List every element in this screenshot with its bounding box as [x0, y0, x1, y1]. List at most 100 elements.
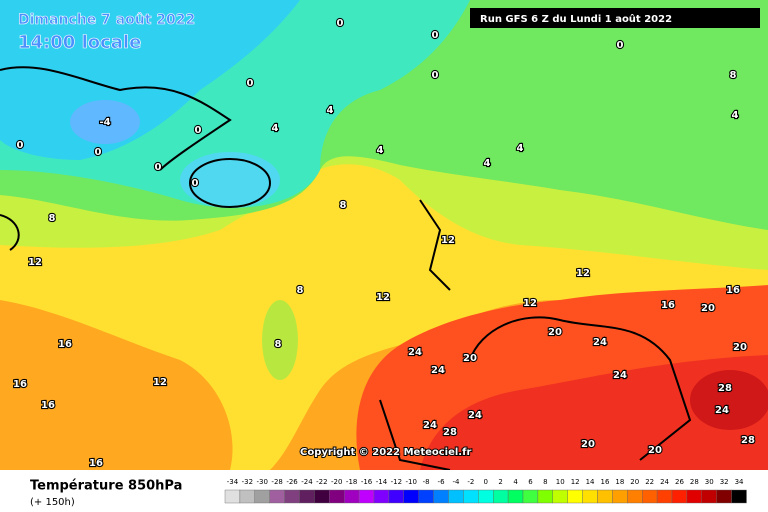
copyright: Copyright © 2022 Meteociel.fr [300, 447, 471, 458]
legend-tick-label: 4 [513, 478, 518, 486]
legend-swatch [493, 489, 509, 504]
contour-label: 0 [432, 30, 439, 41]
legend-tick-label: 18 [615, 478, 624, 486]
contour-labels: -400000000000444444888881212121212121616… [12, 11, 756, 470]
iceland-cold-pool [180, 152, 280, 208]
contour-label: 24 [431, 365, 445, 376]
legend-tick-label: 6 [528, 478, 533, 486]
legend-tick-label: -24 [301, 478, 313, 486]
contour-label: 16 [41, 400, 55, 411]
legend-swatch [642, 489, 658, 504]
legend-tick-label: -2 [467, 478, 474, 486]
lead-time: (+ 150h) [30, 497, 75, 508]
contour-label: 12 [28, 257, 42, 268]
contour-label: 4 [272, 123, 279, 134]
legend-tick-label: -22 [316, 478, 327, 486]
contour-label: 4 [732, 110, 739, 121]
legend-swatch [269, 489, 285, 504]
contour-label: 0 [192, 178, 199, 189]
contour-label: 12 [576, 268, 590, 279]
legend-swatch [567, 489, 583, 504]
contour-label: 24 [468, 410, 482, 421]
legend-tick-label: 20 [630, 478, 639, 486]
contour-label: 0 [17, 140, 24, 151]
contour-label: 16 [13, 379, 27, 390]
legend-tick-label: 24 [660, 478, 669, 486]
legend-tick-label: -34 [227, 478, 239, 486]
contour-label: 20 [548, 327, 562, 338]
legend-tick-label: 22 [645, 478, 654, 486]
contour-label: 20 [463, 353, 477, 364]
legend-swatch [686, 489, 703, 504]
contour-label: 20 [648, 445, 662, 456]
legend-tick-label: -32 [242, 478, 253, 486]
atlantic-cool-pool [262, 300, 298, 380]
greenland-coast [0, 66, 232, 171]
contour-label: 0 [337, 18, 344, 29]
legend-tick-label: -8 [423, 478, 430, 486]
contour-label: 8 [730, 70, 737, 81]
legend-swatch [314, 489, 330, 504]
legend-tick-label: 32 [720, 478, 729, 486]
field-28 [690, 370, 768, 430]
contour-label: 24 [423, 420, 437, 431]
contour-label: 0 [617, 40, 624, 51]
legend-swatch [612, 489, 628, 504]
contour-label: 0 [195, 125, 202, 136]
contour-label: 0 [95, 147, 102, 158]
legend-swatch [537, 489, 554, 504]
contour-label: 12 [153, 377, 167, 388]
contour-label: 0 [155, 162, 162, 173]
legend-tick-label: -10 [406, 478, 417, 486]
legend-tick-label: 26 [675, 478, 684, 486]
legend-swatch [358, 489, 375, 504]
contour-label: 16 [726, 285, 740, 296]
legend-swatch [403, 489, 419, 504]
legend-swatch [597, 489, 613, 504]
legend-tick-label: 34 [735, 478, 744, 486]
coastlines [0, 66, 692, 471]
legend-tick-label: 8 [543, 478, 547, 486]
contour-label: 24 [613, 370, 627, 381]
legend-tick-label: -4 [452, 478, 460, 486]
europe-coast [379, 199, 692, 471]
legend-swatch [716, 489, 732, 504]
iceland-coast [189, 158, 271, 208]
contour-label: 12 [523, 298, 537, 309]
legend-tick-label: -12 [391, 478, 402, 486]
legend-swatch [239, 489, 255, 504]
legend-tick-label: -28 [271, 478, 282, 486]
legend-tick-label: 28 [690, 478, 699, 486]
legend-swatch [284, 489, 300, 504]
contour-label: 4 [484, 158, 491, 169]
legend-swatch [671, 489, 688, 504]
contour-label: 12 [376, 292, 390, 303]
contour-label: 28 [718, 383, 732, 394]
legend-swatch [507, 489, 524, 504]
legend-swatch [329, 489, 345, 504]
legend-tick-label: -18 [346, 478, 357, 486]
contour-label: 8 [340, 200, 347, 211]
legend-tick-label: -30 [257, 478, 268, 486]
field-24 [420, 355, 768, 470]
contour-label: 0 [247, 78, 254, 89]
contour-label: 0 [432, 70, 439, 81]
legend-swatch [224, 489, 241, 504]
valid-date: Dimanche 7 août 2022 [18, 12, 195, 28]
contour-label: 8 [49, 213, 56, 224]
legend-tick-label: 12 [571, 478, 580, 486]
legend-tick-label: -20 [331, 478, 342, 486]
contour-label: 16 [58, 339, 72, 350]
temperature-field [0, 0, 768, 470]
legend-swatch [448, 489, 464, 504]
contour-label: 20 [733, 342, 747, 353]
legend-tick-label: 16 [600, 478, 609, 486]
contour-label: 24 [408, 347, 422, 358]
run-info: Run GFS 6 Z du Lundi 1 août 2022 [480, 13, 672, 25]
legend-tick-label: -16 [361, 478, 373, 486]
field-minus4 [70, 100, 140, 144]
contour-label: 20 [581, 439, 595, 450]
legend-swatch [299, 489, 315, 504]
legend-swatch [656, 489, 673, 504]
color-legend: -34 -32 -30 -28 -26 -24 -22 -20 -18 -16 -14 -12 -10-… [224, 478, 747, 504]
